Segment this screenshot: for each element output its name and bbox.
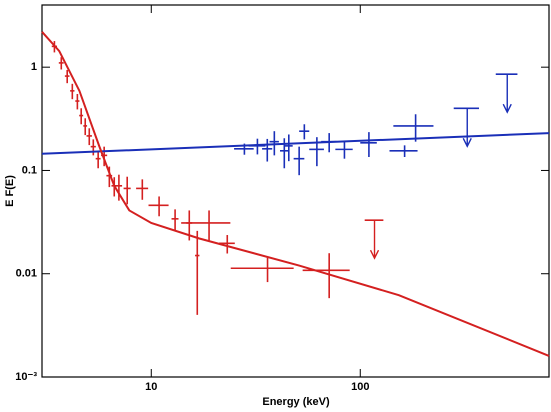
y-tick-label: 0.1: [22, 164, 37, 176]
upper-limit-arrow: [462, 108, 472, 148]
y-tick-label: 0.01: [16, 268, 37, 280]
model-line: [41, 31, 550, 357]
x-tick-label: 100: [351, 381, 369, 393]
plot-frame: [41, 4, 550, 378]
y-axis-title: E F(E): [4, 175, 16, 207]
upper-limit-arrow: [502, 74, 512, 114]
x-tick-label: 10: [145, 381, 157, 393]
upper-limit-arrow: [369, 220, 380, 260]
y-tick-label: 10⁻³: [15, 371, 37, 383]
model-line: [41, 132, 550, 155]
y-tick-label: 1: [31, 61, 37, 73]
x-axis-title: Energy (keV): [262, 396, 330, 408]
